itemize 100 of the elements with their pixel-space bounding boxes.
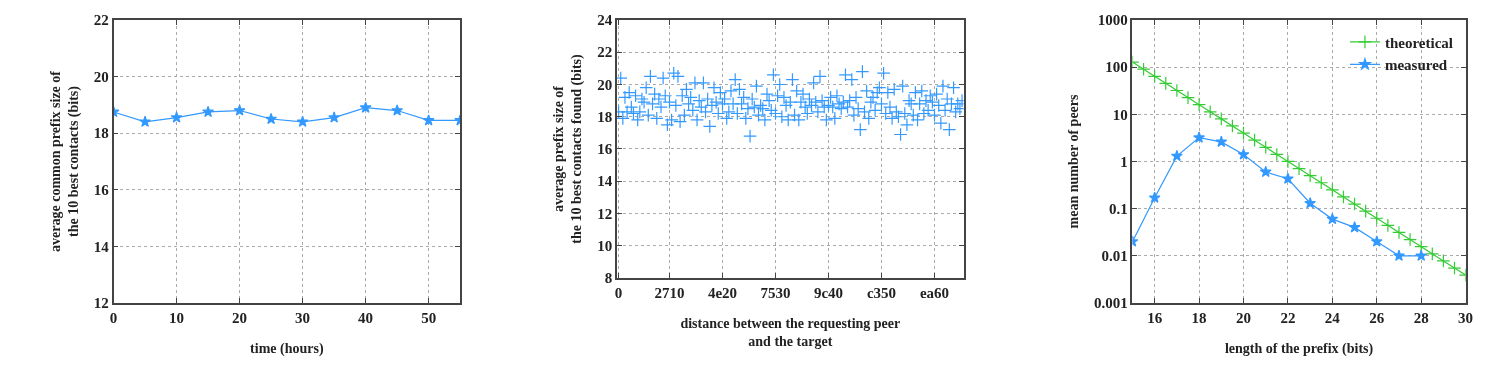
point (1347, 197, 1362, 211)
x-tick-label: 9c40 (813, 284, 844, 301)
y-tick-label: 10 (1112, 106, 1128, 123)
point (233, 104, 246, 116)
y-tick-label: 16 (93, 182, 110, 199)
point (1348, 221, 1361, 233)
point (1225, 119, 1240, 133)
y-tick-label: 1 (1120, 153, 1128, 170)
point (1237, 148, 1250, 160)
point (1303, 168, 1318, 183)
point (1369, 211, 1384, 226)
x-tick-label: 26 (1369, 309, 1385, 326)
point (170, 111, 183, 123)
point (1269, 147, 1284, 162)
point (359, 101, 372, 113)
y-tick-label: 12 (93, 295, 109, 312)
x-tick-label: 16 (1147, 309, 1163, 326)
y-tick-label: 10 (597, 238, 613, 255)
point (296, 115, 309, 127)
y-axis-title: mean number of peers (1066, 93, 1082, 229)
point (1148, 191, 1161, 203)
point (1170, 149, 1183, 162)
y-tick-label: 24 (597, 12, 613, 29)
y-tick-label: 1000 (1097, 12, 1128, 29)
point (1158, 76, 1173, 91)
point (1203, 104, 1218, 119)
y-tick-label: 0.001 (1093, 295, 1128, 312)
y-tick-label: 20 (93, 68, 109, 85)
y-tick-label: 20 (597, 76, 613, 93)
x-tick-label: 0 (109, 309, 118, 326)
point (1215, 135, 1228, 148)
point (1314, 175, 1329, 190)
x-tick-label: 7530 (760, 284, 791, 301)
legend-label: theoretical (1384, 34, 1453, 51)
x-tick-label: 18 (1191, 309, 1207, 326)
point (1336, 190, 1351, 204)
x-tick-label: 24 (1324, 309, 1341, 326)
point (1281, 154, 1295, 169)
point (391, 104, 404, 116)
point (1325, 182, 1340, 197)
point (1169, 83, 1184, 98)
x-tick-label: ea60 (919, 284, 950, 301)
point (265, 112, 278, 125)
y-tick-label: 0.01 (1101, 248, 1128, 265)
y-tick-label: 100 (1105, 59, 1128, 76)
point (1292, 161, 1306, 176)
point (328, 111, 341, 123)
y-tick-label: 8 (604, 270, 613, 287)
y-tick-label: 14 (597, 173, 613, 190)
point (1247, 133, 1262, 148)
x-tick-label: 28 (1413, 309, 1429, 326)
legend-label: measured (1384, 57, 1448, 74)
point (1214, 111, 1229, 126)
x-tick-label: 30 (295, 309, 311, 326)
x-tick-label: 4e20 (707, 284, 738, 301)
y-tick-label: 18 (597, 108, 613, 125)
point (1282, 172, 1294, 184)
point (1403, 232, 1417, 247)
point (1259, 165, 1272, 178)
y-axis-title: average common prefix size of the 10 best contacts (bits) (47, 70, 82, 252)
x-tick-label: 10 (169, 309, 185, 326)
point (1393, 249, 1405, 261)
point (1392, 225, 1406, 240)
x-axis-title: time (hours) (250, 340, 324, 357)
y-tick-label: 16 (597, 141, 613, 158)
x-tick-label: 40 (358, 309, 374, 326)
point (1258, 140, 1273, 155)
point (1425, 246, 1440, 261)
point (422, 114, 435, 126)
point (1326, 212, 1339, 225)
point (139, 115, 151, 127)
x-tick-label: c350 (866, 284, 897, 301)
x-tick-label: 20 (232, 309, 248, 326)
x-axis-title: distance between the requesting peer and the target (680, 315, 901, 349)
y-tick-label: 22 (597, 44, 613, 61)
point (1370, 235, 1383, 247)
point (202, 105, 214, 118)
point (1181, 90, 1195, 105)
point (1358, 204, 1373, 219)
y-tick-label: 22 (93, 12, 109, 29)
point (1236, 126, 1251, 140)
y-tick-label: 14 (93, 238, 110, 255)
x-tick-label: 22 (1280, 309, 1296, 326)
y-tick-label: 12 (597, 205, 613, 222)
x-tick-label: 0 (614, 284, 623, 301)
point (1415, 249, 1428, 261)
point (1447, 261, 1462, 275)
x-tick-label: 50 (421, 309, 437, 326)
x-tick-label: 30 (1458, 309, 1474, 326)
x-tick-label: 2710 (654, 284, 685, 301)
point (1380, 218, 1395, 233)
x-axis-title: length of the prefix (bits) (1224, 340, 1374, 357)
point (1147, 69, 1162, 84)
y-tick-label: 0.1 (1108, 200, 1128, 217)
point (1136, 62, 1151, 77)
y-axis-title: average prefix size of the 10 best contacts found (bits) (551, 53, 586, 244)
point (1192, 97, 1206, 112)
y-tick-label: 18 (93, 125, 109, 142)
x-tick-label: 20 (1236, 309, 1251, 326)
point (1193, 131, 1206, 143)
